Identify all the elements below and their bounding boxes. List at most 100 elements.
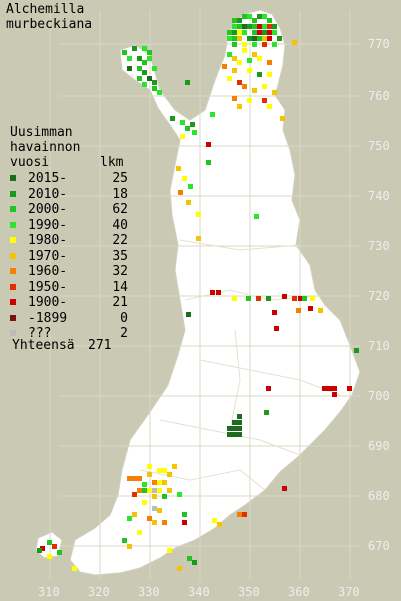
- observation-square: [210, 290, 215, 295]
- observation-square: [182, 176, 187, 181]
- observation-square: [267, 24, 272, 29]
- observation-square: [318, 308, 323, 313]
- observation-square: [210, 112, 215, 117]
- observation-square: [232, 18, 237, 23]
- observation-square: [137, 66, 142, 71]
- observation-square: [157, 480, 162, 485]
- observation-square: [206, 142, 211, 147]
- observation-square: [262, 98, 267, 103]
- legend-swatch: [10, 330, 16, 336]
- legend-year-label: 1950-: [28, 279, 68, 295]
- observation-square: [267, 72, 272, 77]
- observation-square: [142, 482, 147, 487]
- observation-square: [257, 30, 262, 35]
- observation-square: [212, 518, 217, 523]
- legend-col-count: lkm: [100, 155, 124, 170]
- observation-square: [252, 24, 257, 29]
- observation-square: [242, 512, 247, 517]
- observation-square: [237, 426, 242, 431]
- observation-square: [264, 410, 269, 415]
- observation-square: [247, 58, 252, 63]
- observation-square: [172, 464, 177, 469]
- observation-square: [237, 60, 242, 65]
- observation-square: [267, 60, 272, 65]
- y-tick-label: 710: [368, 339, 390, 353]
- x-tick-label: 330: [138, 585, 160, 599]
- observation-square: [232, 68, 237, 73]
- legend-count: 22: [112, 233, 128, 248]
- observation-square: [292, 296, 297, 301]
- observation-square: [162, 480, 167, 485]
- observation-square: [252, 52, 257, 57]
- observation-square: [272, 42, 277, 47]
- observation-square: [332, 392, 337, 397]
- observation-square: [247, 14, 252, 19]
- legend-total-label: Yhteensä: [12, 338, 75, 353]
- observation-square: [282, 294, 287, 299]
- observation-square: [147, 50, 152, 55]
- observation-square: [137, 530, 142, 535]
- observation-square: [282, 486, 287, 491]
- observation-square: [257, 24, 262, 29]
- observation-square: [232, 56, 237, 61]
- observation-square: [176, 166, 181, 171]
- observation-square: [246, 296, 251, 301]
- observation-square: [122, 538, 127, 543]
- legend-count: 40: [112, 217, 128, 233]
- observation-square: [247, 98, 252, 103]
- observation-square: [167, 488, 172, 493]
- legend-swatch: [10, 283, 16, 290]
- observation-square: [242, 84, 247, 89]
- observation-square: [267, 36, 272, 41]
- observation-square: [147, 464, 152, 469]
- observation-square: [237, 432, 242, 437]
- observation-square: [190, 122, 195, 127]
- observation-square: [256, 296, 261, 301]
- observation-square: [347, 386, 352, 391]
- observation-square: [147, 472, 152, 477]
- legend-swatch: [10, 314, 16, 321]
- observation-square: [178, 190, 183, 195]
- observation-square: [152, 480, 157, 485]
- observation-square: [274, 326, 279, 331]
- legend-count: 2: [120, 326, 128, 341]
- y-tick-label: 730: [368, 239, 390, 253]
- observation-square: [247, 68, 252, 73]
- legend-count: 14: [112, 279, 128, 295]
- x-axis-labels: 310 320 330 340 350 360 370: [38, 585, 360, 599]
- legend-swatch: [10, 175, 16, 181]
- observation-square: [242, 48, 247, 53]
- observation-square: [237, 420, 242, 425]
- observation-square: [122, 50, 127, 55]
- observation-square: [242, 30, 247, 35]
- x-tick-label: 350: [238, 585, 260, 599]
- x-tick-label: 310: [38, 585, 60, 599]
- observation-square: [162, 468, 167, 473]
- observation-square: [206, 160, 211, 165]
- observation-square: [266, 296, 271, 301]
- observation-square: [257, 14, 262, 19]
- observation-square: [262, 30, 267, 35]
- observation-square: [262, 42, 267, 47]
- observation-square: [232, 42, 237, 47]
- legend-total-count: 271: [88, 338, 112, 353]
- observation-square: [272, 90, 277, 95]
- observation-square: [132, 46, 137, 51]
- observation-square: [157, 488, 162, 493]
- observation-square: [322, 386, 327, 391]
- observation-square: [332, 386, 337, 391]
- observation-square: [257, 56, 262, 61]
- observation-square: [252, 88, 257, 93]
- observation-square: [180, 120, 185, 125]
- observation-squares: [37, 14, 359, 571]
- observation-square: [237, 18, 242, 23]
- observation-square: [157, 90, 162, 95]
- observation-square: [277, 36, 282, 41]
- observation-square: [196, 212, 201, 217]
- observation-square: [252, 42, 257, 47]
- legend-year-label: -1899: [28, 310, 68, 326]
- observation-square: [247, 36, 252, 41]
- observation-square: [227, 52, 232, 57]
- observation-square: [327, 386, 332, 391]
- observation-square: [262, 14, 267, 19]
